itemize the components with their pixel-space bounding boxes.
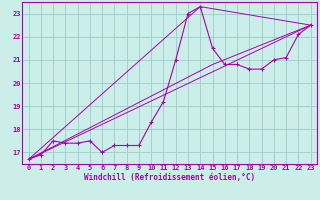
X-axis label: Windchill (Refroidissement éolien,°C): Windchill (Refroidissement éolien,°C) xyxy=(84,173,255,182)
